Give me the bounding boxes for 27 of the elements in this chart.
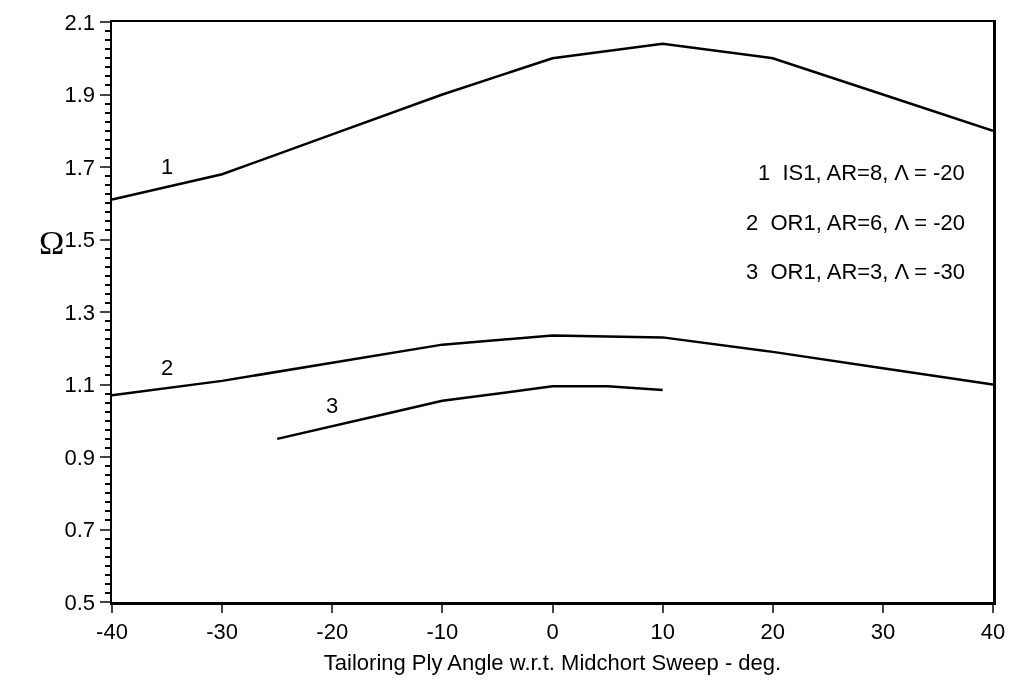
annotation: 1 IS1, AR=8, Λ = -20 bbox=[758, 160, 965, 185]
series-label: 2 bbox=[161, 355, 174, 380]
y-tick-label: 1.7 bbox=[64, 154, 96, 180]
x-tick-label: 40 bbox=[980, 618, 1006, 644]
y-tick-label: 2.1 bbox=[64, 9, 96, 35]
y-tick-label: 1.3 bbox=[64, 299, 96, 325]
y-tick-label: 1.1 bbox=[64, 372, 96, 398]
x-tick-label: -30 bbox=[206, 618, 239, 644]
x-tick-label: 20 bbox=[760, 618, 785, 644]
x-tick-label: -10 bbox=[426, 618, 459, 644]
x-tick-label: 0 bbox=[546, 618, 559, 644]
y-tick-label: 0.5 bbox=[64, 589, 96, 615]
x-tick-label: 10 bbox=[650, 618, 675, 644]
series-label: 3 bbox=[326, 393, 339, 418]
x-tick-label: -20 bbox=[316, 618, 349, 644]
line-series bbox=[275, 385, 664, 441]
y-tick-label: 1.9 bbox=[64, 82, 96, 108]
x-tick-label: 30 bbox=[870, 618, 896, 644]
annotation: 2 OR1, AR=6, Λ = -20 bbox=[746, 210, 965, 235]
y-tick-label: 0.9 bbox=[64, 444, 96, 470]
x-tick-label: -40 bbox=[96, 618, 128, 644]
y-tick-label: 0.7 bbox=[64, 517, 96, 543]
x-axis-title: Tailoring Ply Angle w.r.t. Midchort Sweep - deg. bbox=[323, 650, 782, 676]
y-tick-label: 1.5 bbox=[64, 227, 96, 253]
annotation: 3 OR1, AR=3, Λ = -30 bbox=[746, 259, 965, 284]
y-axis-title: Ω bbox=[39, 224, 65, 261]
series-label: 1 bbox=[161, 154, 174, 179]
